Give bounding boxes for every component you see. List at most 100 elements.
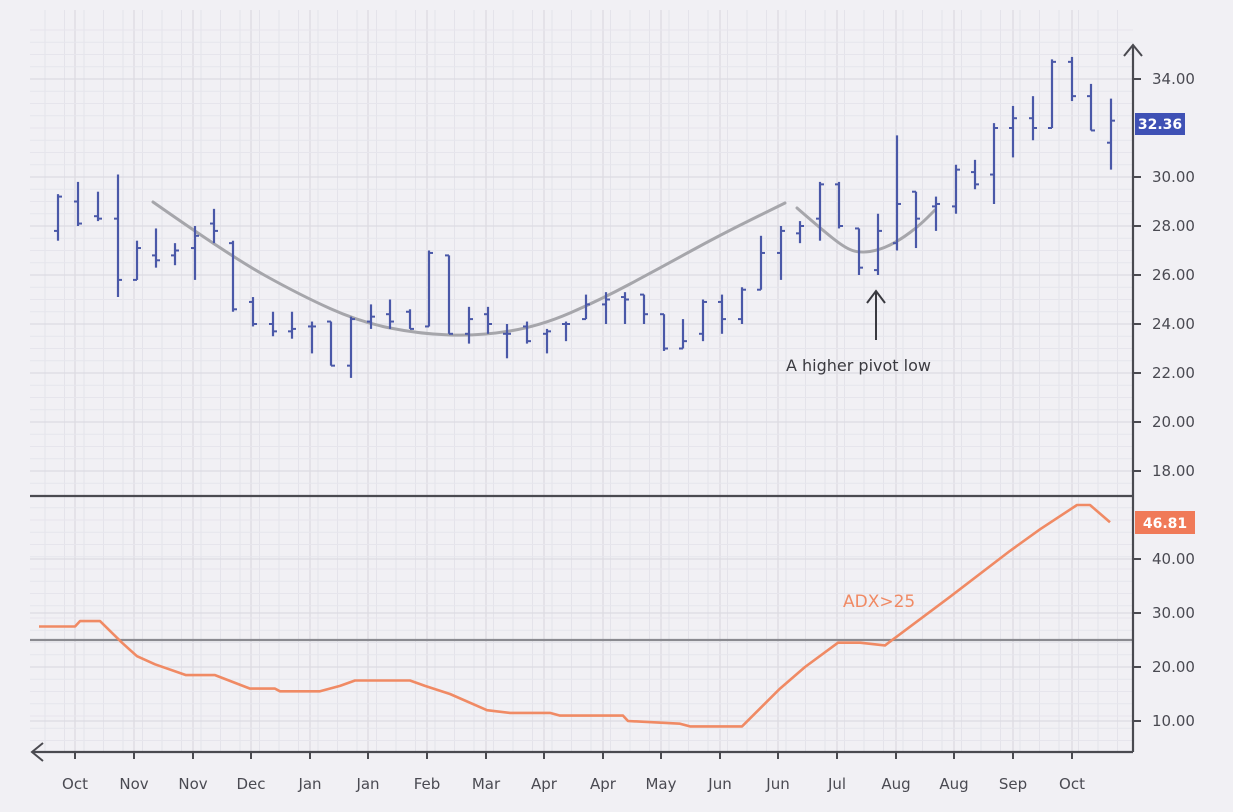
ohlc-bar [465, 306, 473, 344]
axes [30, 43, 1143, 762]
ohlc-bar [114, 174, 122, 298]
x-tick-label: Jun [707, 775, 731, 793]
x-tick-label: Nov [119, 775, 148, 793]
ohlc-bar [54, 194, 62, 241]
ohlc-bar [738, 287, 746, 324]
adx-tick-label: 20.00 [1152, 658, 1195, 676]
ohlc-bar [133, 240, 141, 281]
price-tick-label: 34.00 [1152, 70, 1195, 88]
x-tick-label: Jul [827, 775, 846, 793]
adx-threshold-label: ADX>25 [843, 592, 915, 612]
x-axis-arrow-icon [30, 742, 44, 762]
x-tick-label: Apr [590, 775, 617, 793]
ohlc-bar [425, 250, 433, 328]
last-price-badge: 32.36 [1135, 113, 1185, 135]
price-tick-label: 20.00 [1152, 413, 1195, 431]
ohlc-bar [269, 311, 277, 337]
ohlc-bar [990, 123, 998, 204]
price-tick-label: 24.00 [1152, 315, 1195, 333]
ohlc-bar [912, 190, 920, 249]
trend-curves [151, 200, 937, 337]
pivot-low-annotation: A higher pivot low [786, 289, 931, 375]
ohlc-bar [327, 320, 335, 367]
ohlc-bar [893, 135, 901, 251]
x-tick-label: Aug [881, 775, 910, 793]
x-tick-label: Feb [414, 775, 441, 793]
ohlc-bar [1048, 59, 1056, 129]
ohlc-bar [952, 164, 960, 214]
x-tick-label: Mar [472, 775, 501, 793]
price-tick-label: 28.00 [1152, 217, 1195, 235]
ohlc-bar [191, 226, 199, 280]
ohlc-bar [602, 292, 610, 324]
ohlc-bar [386, 299, 394, 329]
ohlc-bar [406, 309, 414, 330]
x-tick-label: Jun [765, 775, 789, 793]
ohlc-bar [1087, 83, 1095, 132]
ohlc-bar [503, 324, 511, 359]
x-tick-label: Jan [355, 775, 379, 793]
ohlc-bar [74, 181, 82, 226]
ohlc-bar [347, 316, 355, 378]
ohlc-bar [835, 181, 843, 229]
ohlc-bar [445, 254, 453, 335]
grid-lines [30, 10, 1133, 752]
x-tick-label: Sep [999, 775, 1027, 793]
ohlc-bar [210, 208, 218, 244]
ohlc-bar [971, 159, 979, 190]
last-adx-badge-bg [1135, 511, 1195, 534]
ohlc-bar [249, 297, 257, 327]
x-tick-label: Nov [178, 775, 207, 793]
x-tick-label: May [645, 775, 676, 793]
adx-line [39, 503, 1111, 728]
ohlc-bar [718, 294, 726, 334]
ohlc-bar [679, 319, 687, 350]
pivot-low-label: A higher pivot low [786, 356, 931, 375]
ohlc-bar [523, 321, 531, 344]
x-tick-label: Aug [939, 775, 968, 793]
x-tick-label: Apr [531, 775, 558, 793]
adx-tick-label: 40.00 [1152, 550, 1195, 568]
ohlc-bar [660, 313, 668, 351]
ohlc-bar [932, 196, 940, 231]
ohlc-bar [484, 306, 492, 334]
ohlc-bar [308, 321, 316, 354]
x-tick-label: Jan [297, 775, 321, 793]
price-tick-label: 26.00 [1152, 266, 1195, 284]
ohlc-bar [640, 293, 648, 324]
axis-labels: 34.00 30.00 28.00 26.00 24.00 22.00 20.00 18.00… [62, 70, 1195, 793]
ohlc-bar [1068, 56, 1076, 102]
last-adx-badge: 46.81 [1135, 511, 1195, 534]
ohlc-bar [874, 213, 882, 275]
ohlc-bar [367, 304, 375, 329]
price-bars [54, 56, 1115, 378]
ohlc-bar [152, 228, 160, 268]
ohlc-bar [699, 299, 707, 342]
adx-tick-label: 30.00 [1152, 604, 1195, 622]
ohlc-bar [796, 221, 804, 244]
ohlc-bar [621, 292, 629, 324]
last-adx-value: 46.81 [1143, 516, 1187, 532]
x-tick-label: Oct [1059, 775, 1085, 793]
ohlc-bar [816, 181, 824, 241]
ohlc-bar [94, 191, 102, 222]
y-axis-arrow-icon [1123, 43, 1143, 57]
ohlc-bar [229, 240, 237, 312]
adx-panel [30, 503, 1133, 728]
adx-tick-label: 10.00 [1152, 712, 1195, 730]
x-tick-label: Oct [62, 775, 88, 793]
last-price-value: 32.36 [1138, 117, 1182, 133]
ohlc-bar [1009, 105, 1017, 158]
ohlc-bar [1107, 98, 1115, 170]
ohlc-bar [757, 235, 765, 291]
ohlc-bar [777, 226, 785, 280]
ohlc-bar [171, 243, 179, 266]
price-tick-label: 18.00 [1152, 462, 1195, 480]
last-price-badge-bg [1135, 113, 1185, 135]
ohlc-bar [288, 311, 296, 339]
ohlc-bar [582, 294, 590, 321]
price-tick-label: 22.00 [1152, 364, 1195, 382]
ohlc-bar [1029, 96, 1037, 141]
